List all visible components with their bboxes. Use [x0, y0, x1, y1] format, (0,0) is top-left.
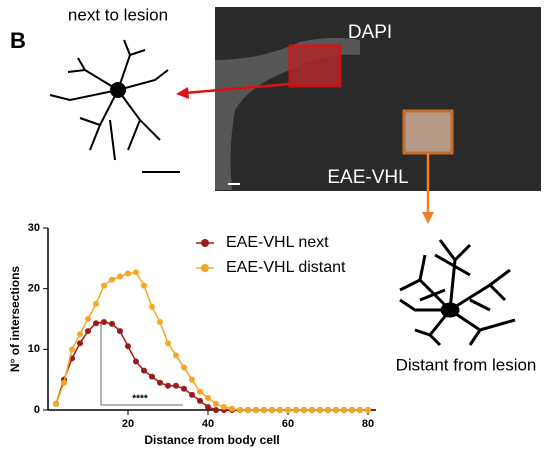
arrow-head: [422, 212, 434, 224]
data-point: [61, 380, 67, 386]
data-point: [149, 374, 155, 380]
x-tick-label: 80: [362, 418, 374, 430]
data-point: [109, 321, 115, 327]
data-point: [173, 352, 179, 358]
data-point: [149, 304, 155, 310]
data-point: [205, 395, 211, 401]
data-point: [221, 404, 227, 410]
cell-next: [50, 40, 168, 160]
data-point: [181, 365, 187, 371]
data-point: [277, 407, 283, 413]
data-point: [117, 274, 123, 280]
data-point: [349, 407, 355, 413]
data-point: [261, 407, 267, 413]
data-point: [109, 277, 115, 283]
x-axis-label: Distance from body cell: [144, 433, 279, 447]
data-point: [197, 398, 203, 404]
data-point: [245, 407, 251, 413]
data-point: [229, 406, 235, 412]
data-point: [165, 340, 171, 346]
y-tick-label: 20: [28, 283, 40, 295]
data-point: [53, 401, 59, 407]
image-label: Distant from lesion: [396, 355, 537, 374]
data-point: [173, 383, 179, 389]
legend-label: EAE-VHL distant: [226, 259, 346, 276]
data-point: [253, 407, 259, 413]
data-point: [189, 377, 195, 383]
data-point: [285, 407, 291, 413]
data-point: [77, 340, 83, 346]
data-point: [213, 401, 219, 407]
data-point: [69, 346, 75, 352]
data-point: [197, 389, 203, 395]
data-point: [205, 404, 211, 410]
data-point: [101, 319, 107, 325]
data-point: [85, 328, 91, 334]
data-point: [293, 407, 299, 413]
data-point: [157, 380, 163, 386]
image-label: DAPI: [348, 22, 392, 43]
data-point: [141, 368, 147, 374]
data-point: [357, 407, 363, 413]
panel-label: B: [10, 28, 26, 53]
arrow-head: [176, 87, 189, 99]
legend-marker: [201, 264, 209, 272]
y-tick-label: 30: [28, 222, 40, 234]
data-point: [309, 407, 315, 413]
data-point: [181, 386, 187, 392]
data-point: [317, 407, 323, 413]
image-label: next to lesion: [68, 5, 168, 24]
data-point: [141, 283, 147, 289]
data-point: [101, 283, 107, 289]
x-tick-label: 20: [122, 418, 134, 430]
roi-distant: [404, 111, 452, 153]
series-line: [56, 272, 368, 410]
cell-distant: [400, 240, 515, 345]
data-point: [325, 407, 331, 413]
figure: B next to lesion DAPI EAE-VHL Distant fr…: [0, 0, 545, 452]
data-point: [341, 407, 347, 413]
data-point: [165, 383, 171, 389]
image-label: EAE-VHL: [327, 167, 408, 188]
series-line: [56, 322, 368, 410]
data-point: [93, 301, 99, 307]
significance-bracket: [101, 322, 183, 405]
data-point: [85, 316, 91, 322]
data-point: [213, 407, 219, 413]
data-point: [269, 407, 275, 413]
data-point: [133, 269, 139, 275]
y-axis-label: N° of intersections: [8, 266, 22, 372]
data-point: [133, 358, 139, 364]
significance: ****: [132, 394, 148, 405]
y-tick-label: 0: [34, 404, 40, 416]
legend-label: EAE-VHL next: [226, 234, 329, 251]
data-point: [189, 392, 195, 398]
data-point: [77, 331, 83, 337]
data-point: [117, 328, 123, 334]
data-point: [365, 407, 371, 413]
x-tick-label: 60: [282, 418, 294, 430]
data-point: [237, 407, 243, 413]
legend-marker: [201, 239, 209, 247]
data-point: [125, 343, 131, 349]
y-tick-label: 10: [28, 343, 40, 355]
x-tick-label: 40: [202, 418, 214, 430]
roi-next: [290, 46, 340, 86]
data-point: [93, 320, 99, 326]
data-point: [333, 407, 339, 413]
data-point: [301, 407, 307, 413]
data-point: [157, 319, 163, 325]
data-point: [125, 271, 131, 277]
